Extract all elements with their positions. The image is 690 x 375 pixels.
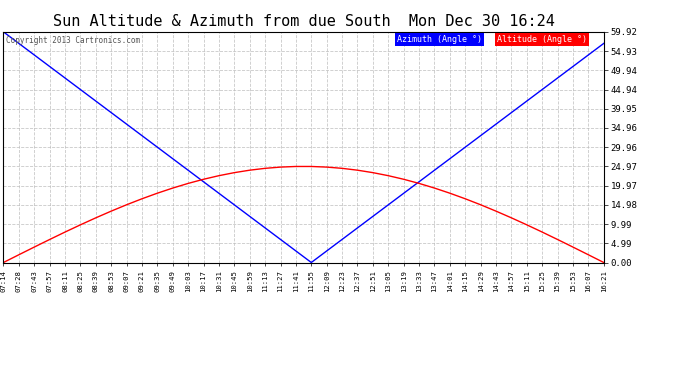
- Text: Azimuth (Angle °): Azimuth (Angle °): [397, 35, 482, 44]
- Text: Altitude (Angle °): Altitude (Angle °): [497, 35, 587, 44]
- Title: Sun Altitude & Azimuth from due South  Mon Dec 30 16:24: Sun Altitude & Azimuth from due South Mo…: [52, 14, 555, 29]
- Text: Copyright 2013 Cartronics.com: Copyright 2013 Cartronics.com: [6, 36, 141, 45]
